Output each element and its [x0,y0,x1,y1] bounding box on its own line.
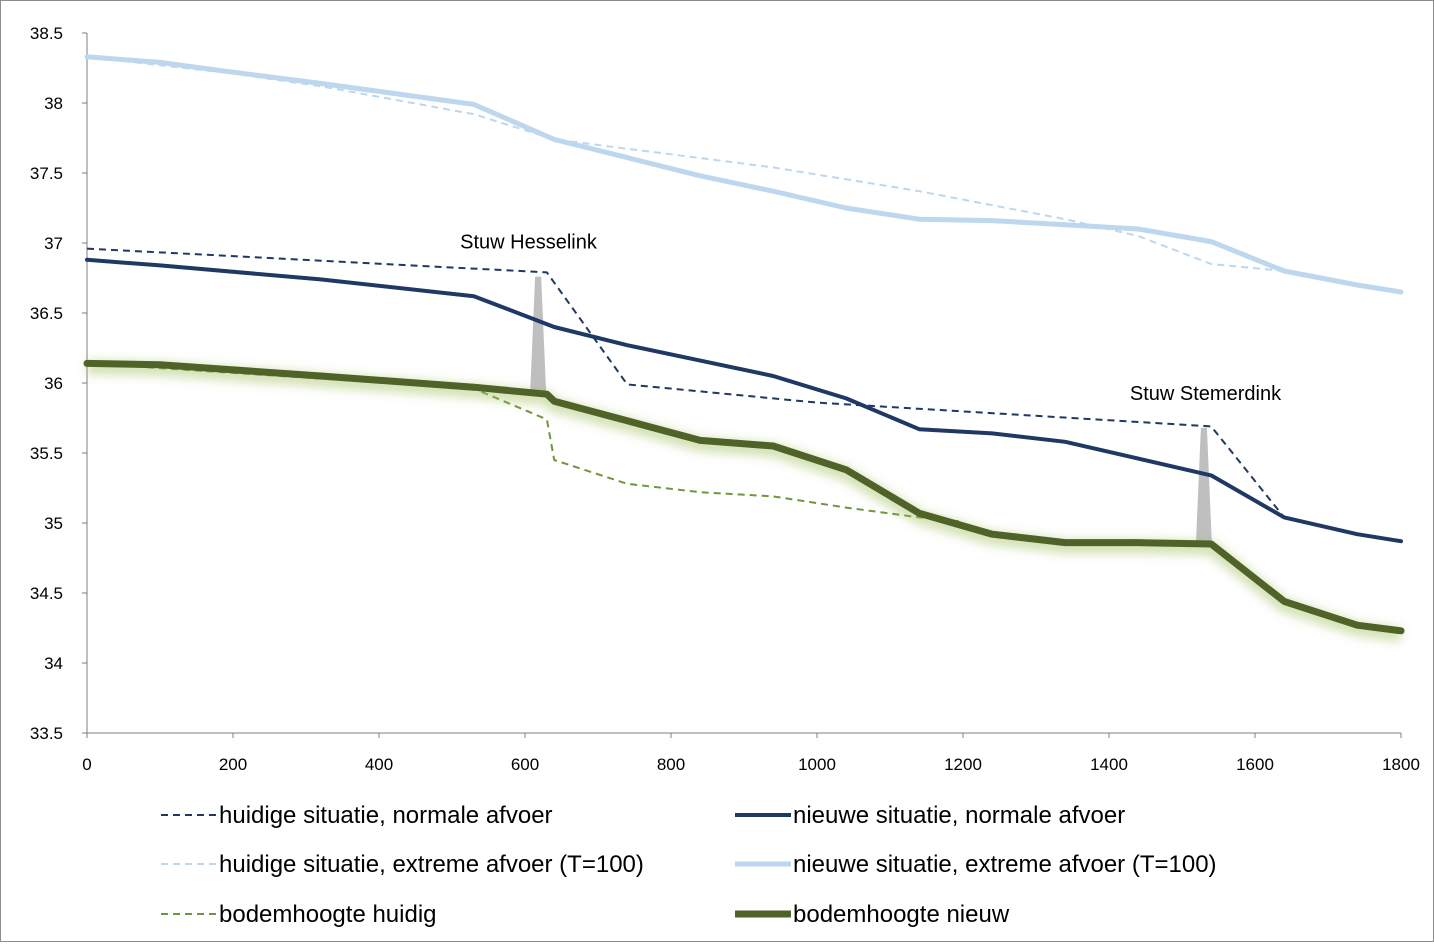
y-tick-label: 35.5 [30,444,63,463]
y-tick-label: 37.5 [30,164,63,183]
y-tick-label: 36.5 [30,304,63,323]
legend: huidige situatie, normale afvoer nieuwe s… [161,802,1217,928]
x-tick-label: 800 [657,755,685,774]
y-tick-label: 34 [44,654,63,673]
y-tick-label: 38 [44,94,63,113]
y-tick-label: 37 [44,234,63,253]
x-tick-label: 600 [511,755,539,774]
x-tick-label: 1200 [944,755,982,774]
y-tick-label: 38.5 [30,24,63,43]
series-line [86,362,964,523]
legend-label: huidige situatie, extreme afvoer (T=100) [219,851,644,878]
series-line [86,247,1285,519]
legend-label: nieuwe situatie, normale afvoer [793,802,1125,829]
series-lines [83,54,1405,642]
x-tick-label: 400 [365,755,393,774]
weir-shape [530,276,547,393]
legend-label: nieuwe situatie, extreme afvoer (T=100) [793,851,1217,878]
weir-structures [530,276,1212,544]
legend-label: bodemhoogte nieuw [793,901,1010,928]
x-tick-label: 1400 [1090,755,1128,774]
x-tick-label: 200 [219,755,247,774]
y-tick-label: 33.5 [30,724,63,743]
legend-label: huidige situatie, normale afvoer [219,802,553,829]
legend-label: bodemhoogte huidig [219,901,437,928]
weir-shape [1195,427,1212,544]
x-tick-label: 1600 [1236,755,1274,774]
tick-labels: 33.5 34 34.5 35 35.5 36 36.5 37 37.5 38 38.5 0 200 40… [30,24,1420,774]
y-tick-label: 36 [44,374,63,393]
x-tick-label: 1000 [798,755,836,774]
x-tick-label: 0 [82,755,91,774]
weir-label: Stuw Stemerdink [1130,383,1282,405]
series-line [84,54,1404,295]
series-line [86,55,1402,293]
series-line [85,257,1403,544]
weir-annotations: Stuw Hesselink Stuw Stemerdink [460,232,1282,405]
y-tick-label: 34.5 [30,584,63,603]
x-tick-label: 1800 [1382,755,1420,774]
series-line [83,359,1405,635]
weir-label: Stuw Hesselink [460,232,598,254]
y-tick-label: 35 [44,514,63,533]
